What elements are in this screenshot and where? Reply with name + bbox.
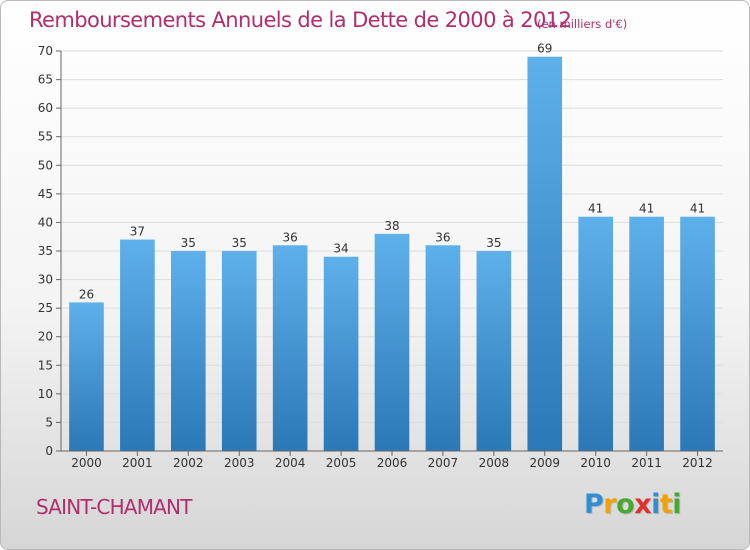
bar-value-label: 41 [690, 202, 705, 216]
y-tick-label: 60 [38, 101, 53, 115]
bar-value-label: 35 [232, 236, 247, 250]
chart-subtitle: (en milliers d'€) [537, 17, 628, 31]
y-tick-label: 55 [38, 130, 53, 144]
bar-value-label: 37 [130, 225, 145, 239]
y-tick-label: 50 [38, 158, 53, 172]
y-tick-label: 40 [38, 215, 53, 229]
y-tick-label: 65 [38, 73, 53, 87]
logo-letter: x [634, 489, 652, 520]
logo-letter: i [651, 489, 660, 520]
x-tick-label: 2004 [275, 456, 306, 470]
logo-letter: i [672, 489, 682, 520]
y-tick-label: 5 [45, 415, 53, 429]
x-tick-label: 2003 [224, 456, 255, 470]
bar-2010 [578, 216, 614, 451]
y-tick-label: 35 [38, 244, 53, 258]
logo-letter: o [616, 489, 635, 520]
x-tick-label: 2001 [122, 456, 153, 470]
bar-value-label: 35 [486, 236, 501, 250]
x-tick-label: 2010 [580, 456, 611, 470]
bar-2011 [629, 216, 664, 451]
labels: 0 5 10 15 20 25 30 35 40 45 50 55 60 65 70 26 2000 37 2001… [38, 42, 713, 470]
bar-value-label: 26 [79, 287, 94, 301]
chart-title: Remboursements Annuels de la Dette de 20… [29, 8, 572, 32]
x-tick-label: 2011 [631, 456, 662, 470]
bar-2007 [425, 245, 461, 451]
bar-value-label: 36 [435, 230, 450, 244]
x-tick-label: 2005 [326, 456, 357, 470]
bar-value-label: 36 [283, 230, 298, 244]
bar-value-label: 41 [588, 202, 603, 216]
logo-letter: t [659, 489, 673, 520]
axes [56, 50, 723, 456]
bar-2002 [170, 251, 206, 451]
y-tick-label: 10 [38, 387, 53, 401]
y-tick-label: 45 [38, 187, 53, 201]
x-tick-label: 2006 [377, 456, 408, 470]
x-tick-label: 2009 [529, 456, 560, 470]
y-tick-label: 70 [38, 44, 53, 58]
bars [69, 56, 715, 451]
proxiti-logo: Proxiti [584, 489, 682, 520]
x-tick-label: 2007 [428, 456, 459, 470]
commune-name: SAINT-CHAMANT [36, 495, 192, 519]
bar-2006 [374, 233, 410, 451]
logo-letter: P [584, 489, 604, 520]
bar-2003 [221, 251, 257, 451]
bar-2001 [120, 239, 155, 451]
bar-2008 [476, 251, 512, 451]
bar-value-label: 35 [181, 236, 196, 250]
bar-value-label: 41 [639, 202, 654, 216]
bar-2012 [680, 216, 715, 451]
y-tick-label: 25 [38, 301, 53, 315]
x-tick-label: 2012 [682, 456, 713, 470]
bar-2005 [323, 256, 359, 451]
y-tick-label: 20 [38, 330, 53, 344]
y-tick-label: 30 [38, 273, 53, 287]
x-tick-label: 2008 [479, 456, 510, 470]
logo-letter: r [603, 489, 617, 520]
bar-value-label: 34 [333, 242, 348, 256]
x-tick-label: 2000 [71, 456, 102, 470]
y-tick-label: 15 [38, 358, 53, 372]
bar-2000 [69, 302, 104, 451]
y-tick-label: 0 [45, 444, 53, 458]
x-tick-label: 2002 [173, 456, 204, 470]
bar-2009 [527, 56, 563, 451]
bar-value-label: 69 [537, 42, 552, 56]
bar-value-label: 38 [384, 219, 399, 233]
bar-2004 [272, 245, 308, 451]
